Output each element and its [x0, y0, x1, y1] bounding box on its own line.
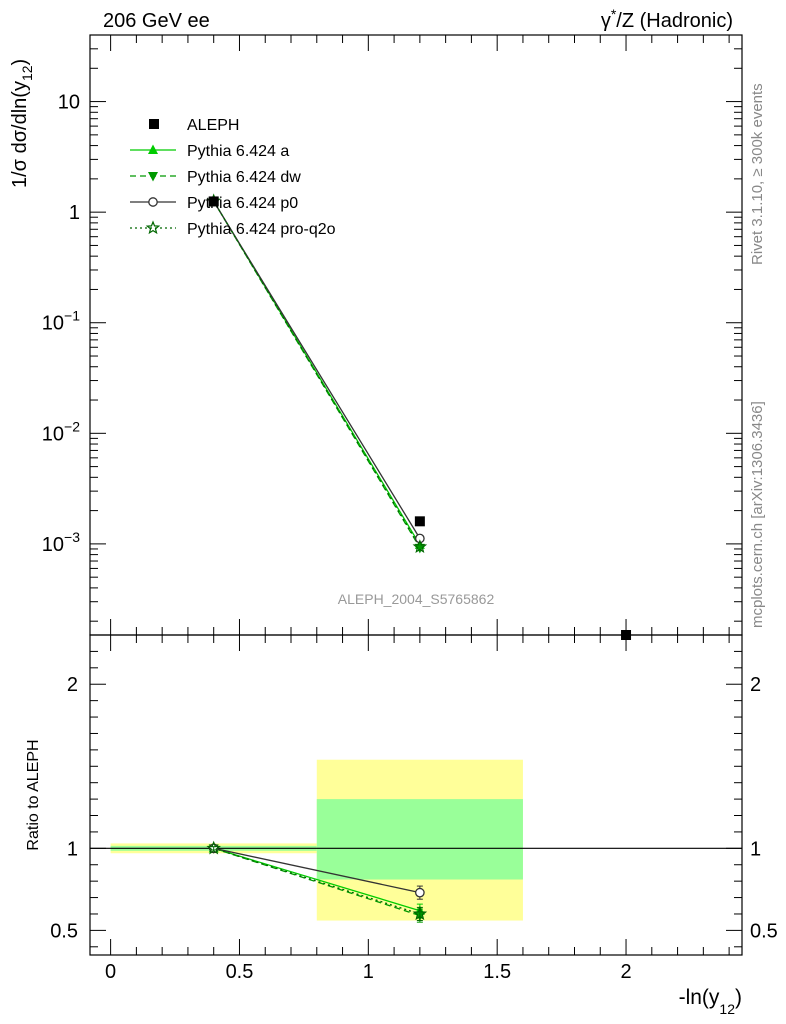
ratio-y-tick-label-right: 0.5 [750, 920, 778, 942]
ratio-frame [89, 634, 743, 956]
x-axis-label: -ln(y12) [679, 986, 742, 1017]
ratio-y-tick-label-right: 1 [750, 838, 761, 860]
legend-label-dw: Pythia 6.424 dw [187, 169, 301, 186]
ratio-y-tick-label-left: 0.5 [50, 920, 78, 942]
ratio-y-tick-label-left: 2 [67, 674, 78, 696]
ratio-line-proq2o [213, 847, 421, 915]
y-tick-label: 10 [58, 92, 80, 114]
series-point-p0 [415, 533, 425, 544]
legend-label-data: ALEPH [187, 117, 239, 134]
legend-label-proq2o: Pythia 6.424 pro-q2o [187, 221, 336, 238]
y-tick-label-base: 10 [42, 313, 64, 335]
x-tick-label: 2 [620, 961, 631, 983]
ratio-line-dw [213, 847, 421, 917]
ratio-band-inner [316, 799, 523, 880]
ratio-y-tick-label-left: 1 [67, 838, 78, 860]
header-right-suffix: /Z (Hadronic) [616, 10, 733, 32]
x-axis-label-sub: 12 [719, 1001, 735, 1017]
legend-marker-data [149, 119, 159, 129]
legend-marker-proq2o [145, 220, 161, 235]
main-ylabel-main: 1/σ dσ/dln(y [9, 81, 31, 188]
ratio-point-p0 [415, 887, 425, 898]
main-ylabel-sub: 12 [19, 65, 35, 81]
legend-marker-p0 [148, 197, 158, 207]
y-tick-label-base: 10 [58, 92, 80, 114]
ratio-plot-area [90, 759, 742, 923]
ratio-panel: 0.5 0.51 12 20 0.5 1 1.5 2 Ratio to ALEPH -ln(y… [25, 634, 778, 1017]
series-line-proq2o [213, 200, 421, 548]
ratio-point-proq2o [412, 906, 428, 921]
rivet-label: Rivet 3.1.10, ≥ 300k events [749, 83, 766, 265]
series-point-proq2o [412, 539, 428, 554]
header-right-prefix: γ [601, 10, 611, 32]
x-tick-label: 1.5 [483, 961, 511, 983]
ratio-ylabel: Ratio to ALEPH [25, 739, 42, 850]
x-tick-label: 0.5 [226, 961, 254, 983]
x-tick-label: 1 [363, 961, 374, 983]
header-right: γ*/Z (Hadronic) [601, 6, 733, 32]
main-plot-area [206, 193, 632, 640]
y-tick-label-base: 10 [42, 534, 64, 556]
y-tick-label-exp: −2 [64, 418, 80, 434]
x-axis-label-main: -ln(y [679, 986, 720, 1009]
x-axis-label-close: ) [735, 986, 742, 1009]
y-tick-label: 10−2 [42, 418, 80, 445]
y-tick-label-exp: −1 [64, 308, 80, 324]
series-point-dw [414, 543, 425, 554]
main-ylabel: 1/σ dσ/dln(y12) [9, 59, 35, 188]
y-tick-label: 10−3 [42, 529, 80, 556]
data-point-aleph [208, 196, 219, 207]
legend-label-a: Pythia 6.424 a [187, 143, 289, 160]
y-tick-label: 1 [69, 202, 80, 224]
ratio-y-tick-label-right: 2 [750, 674, 761, 696]
ratio-axis-ticks: 0.5 0.5 1 1 2 2 0 0.5 1 1.5 2 [50, 634, 778, 983]
main-ylabel-close: ) [9, 59, 31, 66]
ratio-point-proq2o [206, 840, 221, 855]
series-line-p0 [213, 201, 421, 539]
analysis-id: ALEPH_2004_S5765862 [338, 591, 495, 607]
mcplots-label: mcplots.cern.ch [arXiv:1306.3436] [749, 401, 766, 628]
legend-marker-a [148, 144, 158, 154]
y-tick-label-exp: −3 [64, 529, 80, 545]
y-tick-label-base: 10 [42, 423, 64, 445]
legend-marker-dw [148, 172, 158, 182]
y-tick-label: 10−1 [42, 308, 80, 335]
header-right-sup: * [611, 6, 617, 22]
x-tick-label: 0 [105, 961, 116, 983]
legend-label-p0: Pythia 6.424 p0 [187, 195, 298, 212]
legend: ALEPH Pythia 6.424 a Pythia 6.424 dw Pythia… [130, 117, 336, 238]
header-left: 206 GeV ee [103, 10, 210, 32]
y-tick-label-base: 1 [69, 202, 80, 224]
ratio-line-p0 [213, 847, 421, 894]
data-point-aleph [414, 516, 425, 527]
